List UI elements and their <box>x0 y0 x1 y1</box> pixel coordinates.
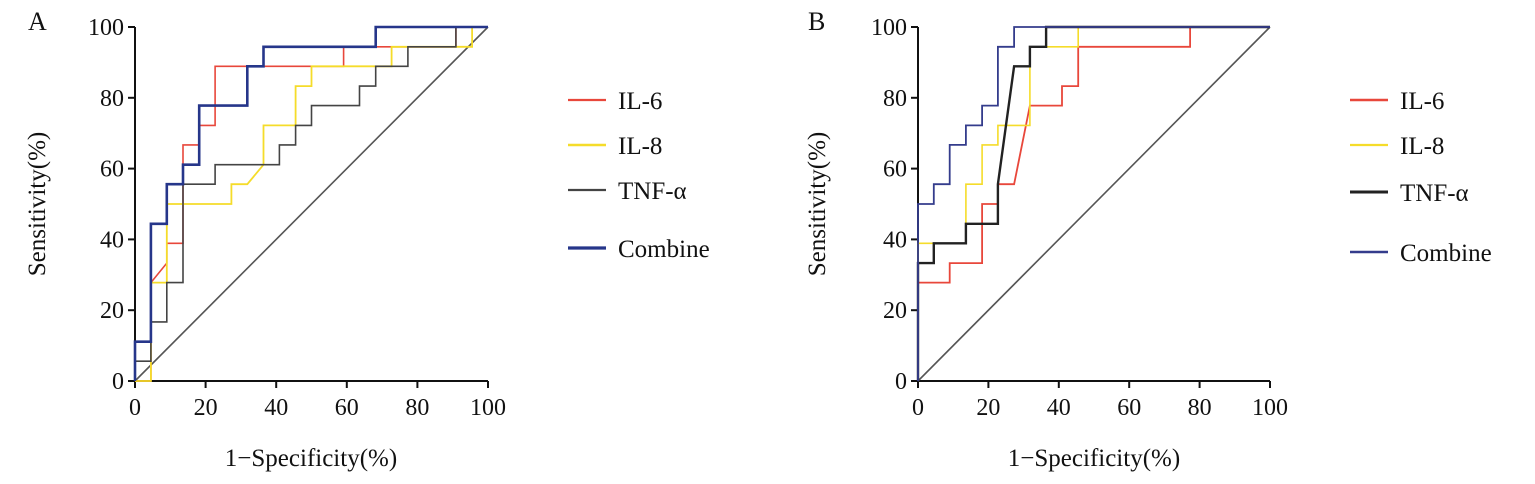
y-tick-label: 0 <box>895 369 907 395</box>
series-line-tnf <box>134 26 488 381</box>
x-tick-label: 100 <box>470 395 506 421</box>
series-line-tnf <box>916 25 1270 381</box>
y-axis-title: Sensitivity(%) <box>24 132 51 276</box>
x-tick-label: 0 <box>129 395 141 421</box>
legend-label: Combine <box>1400 240 1492 267</box>
legend-label: TNF-α <box>618 178 687 205</box>
y-tick-label: 100 <box>871 15 907 41</box>
x-tick-label: 20 <box>194 395 218 421</box>
y-tick-label: 80 <box>883 86 907 112</box>
y-tick-label: 60 <box>100 157 124 183</box>
x-tick-label: 80 <box>405 395 429 421</box>
x-axis-title: 1−Specificity(%) <box>1008 445 1180 472</box>
legend-label: IL-6 <box>1400 88 1444 115</box>
panel-label: B <box>808 7 825 36</box>
y-tick-label: 60 <box>883 157 907 183</box>
x-tick-label: 80 <box>1188 395 1212 421</box>
y-tick-label: 20 <box>100 298 124 324</box>
x-tick-label: 20 <box>976 395 1000 421</box>
x-tick-label: 100 <box>1252 395 1288 421</box>
legend-label: TNF-α <box>1400 180 1469 207</box>
series-line-combine <box>917 26 1270 381</box>
y-tick-label: 100 <box>88 15 124 41</box>
x-tick-label: 60 <box>335 395 359 421</box>
y-tick-label: 40 <box>100 227 124 253</box>
x-tick-label: 40 <box>1047 395 1071 421</box>
reference-diagonal-line <box>134 26 489 382</box>
x-tick-label: 0 <box>912 395 924 421</box>
panel-label: A <box>28 7 47 36</box>
legend-label: IL-8 <box>618 133 662 160</box>
y-tick-label: 40 <box>883 227 907 253</box>
y-tick-label: 0 <box>112 369 124 395</box>
x-tick-label: 60 <box>1117 395 1141 421</box>
x-tick-label: 40 <box>264 395 288 421</box>
chart-panel-b: B 0 20 40 60 80 100 0 20 40 60 80 100 1−Specificity(%… <box>804 7 1492 472</box>
y-tick-label: 80 <box>100 86 124 112</box>
series-line-il6 <box>917 26 1270 381</box>
y-tick-label: 20 <box>883 298 907 324</box>
x-axis-title: 1−Specificity(%) <box>225 445 397 472</box>
legend-label: IL-8 <box>1400 133 1444 160</box>
reference-diagonal-line <box>917 26 1271 382</box>
chart-panel-a: A 0 20 40 60 80 100 0 20 40 60 80 100 1−Specificity(%… <box>24 7 710 472</box>
legend-label: IL-6 <box>618 88 662 115</box>
series-line-combine <box>133 25 488 381</box>
y-axis-title: Sensitivity(%) <box>804 132 831 276</box>
legend-label: Combine <box>618 236 710 263</box>
